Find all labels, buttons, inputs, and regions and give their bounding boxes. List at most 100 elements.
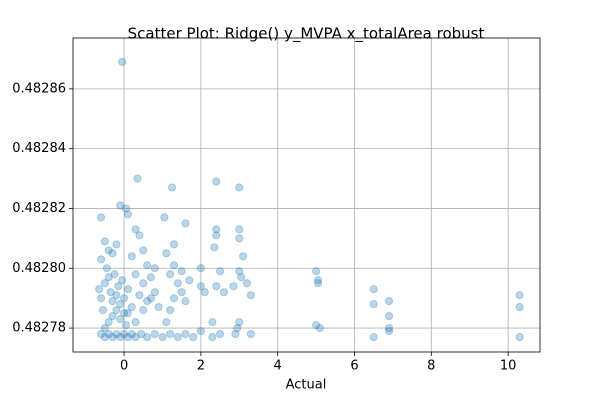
chart-title: Scatter Plot: Ridge() y_MVPA x_totalArea…: [128, 25, 485, 44]
point: [143, 261, 152, 270]
point: [212, 282, 221, 291]
point: [208, 332, 217, 342]
point: [246, 329, 255, 339]
point: [235, 317, 244, 327]
point: [384, 326, 394, 336]
point: [369, 285, 378, 294]
point: [515, 303, 524, 312]
point: [166, 329, 175, 339]
point: [235, 234, 244, 243]
point: [315, 323, 325, 333]
point: [162, 249, 171, 258]
point: [150, 264, 159, 273]
point: [242, 279, 252, 288]
point: [123, 285, 133, 294]
point: [196, 264, 205, 273]
point: [100, 332, 109, 342]
point: [100, 323, 109, 333]
point: [127, 252, 136, 261]
point: [181, 219, 190, 228]
point: [119, 329, 129, 339]
point: [231, 329, 240, 339]
point: [104, 273, 113, 282]
point: [96, 294, 106, 303]
point: [210, 243, 219, 252]
y-tick-label: 0.48282: [12, 201, 66, 216]
point: [312, 320, 321, 330]
point: [167, 183, 177, 192]
point: [118, 276, 127, 285]
point: [313, 279, 323, 288]
point: [139, 306, 148, 315]
point: [235, 183, 244, 192]
y-tick-label: 0.48284: [12, 141, 66, 156]
point: [208, 317, 217, 327]
point: [137, 329, 146, 339]
point: [369, 332, 378, 342]
point: [102, 264, 111, 273]
point: [114, 282, 123, 291]
point: [237, 273, 246, 282]
point: [96, 213, 106, 222]
x-tick-label: 8: [427, 359, 435, 374]
point: [143, 297, 152, 306]
point: [384, 323, 394, 333]
point: [246, 291, 255, 300]
point: [235, 225, 244, 234]
point: [96, 329, 106, 339]
point: [166, 306, 175, 315]
point: [313, 276, 323, 285]
point: [384, 297, 394, 306]
point: [112, 329, 121, 339]
point: [154, 303, 163, 312]
point: [212, 177, 221, 186]
point: [160, 213, 169, 222]
point: [139, 279, 148, 288]
point: [143, 332, 152, 342]
point: [104, 317, 113, 327]
point: [135, 231, 144, 240]
point: [169, 294, 179, 303]
point: [212, 225, 221, 234]
point: [150, 288, 159, 297]
point: [123, 309, 133, 318]
x-tick-label: 4: [274, 359, 282, 374]
point: [104, 246, 113, 255]
point: [162, 317, 171, 327]
point: [100, 237, 109, 246]
y-tick-label: 0.48280: [12, 261, 66, 276]
point: [212, 231, 221, 240]
point: [108, 312, 117, 321]
point: [121, 204, 131, 213]
point: [177, 267, 186, 276]
point: [150, 329, 159, 339]
point: [169, 240, 179, 249]
point: [196, 282, 205, 291]
point: [146, 273, 156, 282]
point: [173, 279, 182, 288]
y-tick-label: 0.48286: [12, 81, 66, 96]
point: [98, 306, 108, 315]
point: [215, 329, 225, 339]
point: [112, 291, 121, 300]
point: [369, 300, 378, 309]
point: [133, 174, 142, 183]
point: [123, 210, 133, 219]
point: [95, 285, 104, 294]
point: [139, 246, 148, 255]
point: [108, 332, 117, 342]
point: [169, 261, 179, 270]
point: [229, 282, 238, 291]
point: [196, 326, 205, 336]
point: [131, 317, 140, 327]
x-tick-label: 2: [197, 359, 205, 374]
point: [108, 249, 117, 258]
point: [239, 252, 248, 261]
x-tick-label: 6: [350, 359, 358, 374]
point: [119, 294, 129, 303]
point: [177, 288, 186, 297]
point: [119, 309, 129, 318]
point: [112, 306, 121, 315]
point: [123, 332, 133, 342]
